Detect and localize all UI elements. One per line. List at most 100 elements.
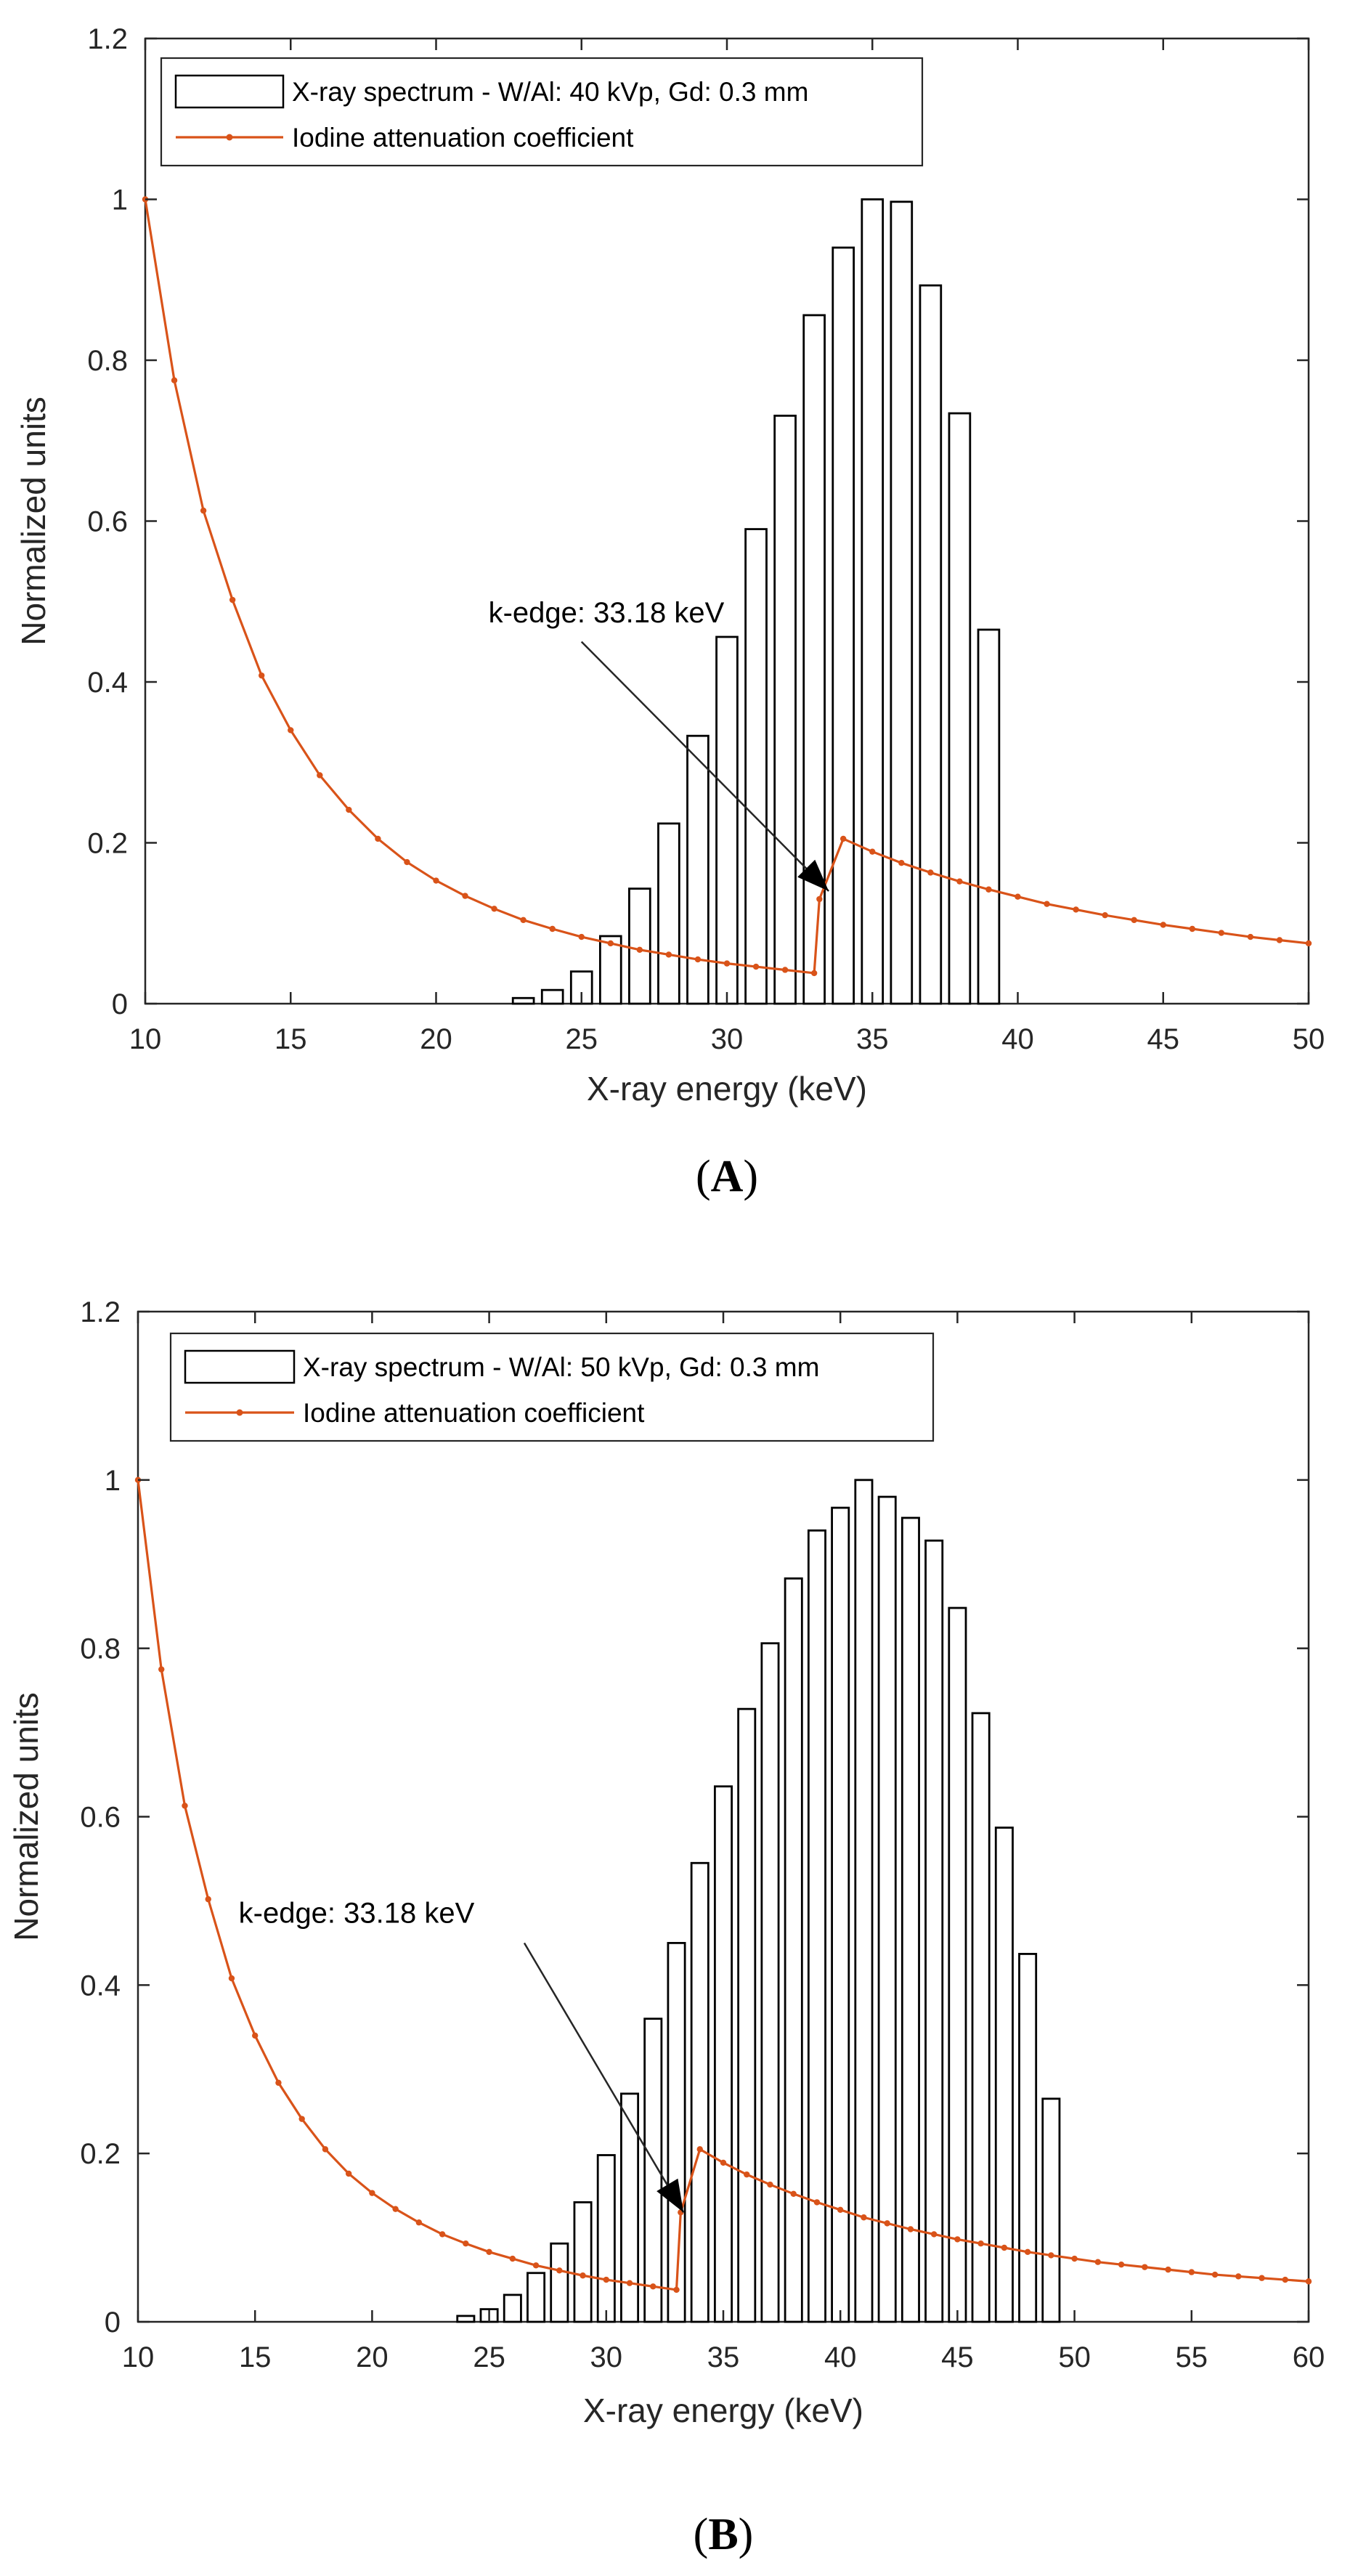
legend: X-ray spectrum - W/Al: 40 kVp, Gd: 0.3 m… xyxy=(160,57,924,167)
spectrum-bar xyxy=(690,1861,710,2323)
x-tick-label: 15 xyxy=(275,1023,307,1055)
x-tick-label: 30 xyxy=(711,1023,744,1055)
attenuation-point xyxy=(607,940,614,947)
x-tick-label: 50 xyxy=(1058,2341,1091,2373)
attenuation-point xyxy=(810,970,818,977)
attenuation-line xyxy=(144,199,1309,975)
attenuation-point xyxy=(1118,2261,1125,2268)
spectrum-bar xyxy=(977,628,1001,1005)
x-tick-label: 55 xyxy=(1176,2341,1208,2373)
attenuation-point xyxy=(1073,906,1079,913)
attenuation-point xyxy=(954,2236,961,2243)
attenuation-point xyxy=(898,859,905,866)
attenuation-point xyxy=(1001,2244,1008,2251)
legend-label-spectrum: X-ray spectrum - W/Al: 50 kVp, Gd: 0.3 m… xyxy=(303,1352,819,1382)
attenuation-point xyxy=(884,2220,890,2227)
attenuation-point xyxy=(869,848,876,855)
spectrum-bar xyxy=(802,314,826,1005)
legend: X-ray spectrum - W/Al: 50 kVp, Gd: 0.3 m… xyxy=(169,1332,935,1442)
attenuation-point xyxy=(392,2206,399,2212)
attenuation-point xyxy=(781,967,789,973)
spectrum-bar xyxy=(1041,2097,1061,2323)
spectrum-bar xyxy=(971,1712,991,2323)
k-edge-arrow-head xyxy=(656,2178,684,2213)
legend-swatch-bar xyxy=(184,1349,296,1384)
x-tick-label: 40 xyxy=(1001,1023,1034,1055)
attenuation-point xyxy=(1165,2266,1171,2273)
attenuation-point xyxy=(1131,917,1137,924)
y-tick-label: 0.2 xyxy=(87,828,128,860)
x-tick-label: 50 xyxy=(1293,1023,1325,1055)
x-tick-label: 10 xyxy=(122,2341,155,2373)
y-axis-label: Normalized units xyxy=(7,1692,45,1941)
panel-label: (B) xyxy=(694,2510,754,2559)
attenuation-point xyxy=(1160,922,1166,928)
spectrum-bar xyxy=(657,822,680,1005)
y-tick-label: 1 xyxy=(105,1465,121,1497)
attenuation-point xyxy=(275,2079,282,2086)
attenuation-point xyxy=(171,377,178,383)
attenuation-point xyxy=(462,893,468,899)
attenuation-point xyxy=(752,963,760,970)
x-tick-label: 30 xyxy=(590,2341,623,2373)
spectrum-bar xyxy=(628,887,651,1005)
y-tick-label: 0 xyxy=(105,2307,121,2339)
x-tick-label: 15 xyxy=(239,2341,272,2373)
spectrum-bar xyxy=(854,1479,874,2323)
spectrum-bar xyxy=(573,2201,593,2323)
panel-letter: B xyxy=(708,2510,738,2559)
attenuation-point xyxy=(520,917,526,924)
x-tick-label: 35 xyxy=(856,1023,889,1055)
x-tick-label: 45 xyxy=(941,2341,974,2373)
attenuation-point xyxy=(837,2206,844,2214)
chart-a: 10 15 20 25 30 35 40 45 50 0 0.2 0.4 0.6 0.8 1 1.2 X-ray… xyxy=(15,23,1325,1201)
attenuation-point xyxy=(322,2146,329,2153)
spectrum-bar xyxy=(598,935,622,1005)
attenuation-point xyxy=(1015,893,1021,900)
k-edge-arrow-shaft xyxy=(580,641,830,892)
attenuation-point xyxy=(1102,911,1108,919)
attenuation-point xyxy=(369,2190,375,2196)
attenuation-point xyxy=(665,951,672,958)
spectrum-bar xyxy=(784,1577,803,2323)
attenuation-point xyxy=(650,2283,656,2290)
spectrum-bar xyxy=(948,412,972,1005)
attenuation-point xyxy=(298,2116,305,2122)
legend-swatch-marker xyxy=(226,134,233,141)
attenuation-point xyxy=(930,2231,938,2238)
x-tick-label: 40 xyxy=(824,2341,857,2373)
attenuation-point xyxy=(1189,925,1196,933)
panel-label: (A) xyxy=(696,1152,758,1201)
attenuation-point xyxy=(1094,2259,1102,2265)
legend-box xyxy=(169,1332,935,1442)
attenuation-point xyxy=(1218,930,1225,936)
attenuation-point xyxy=(985,886,992,893)
x-tick-label: 20 xyxy=(356,2341,389,2373)
legend-label-spectrum: X-ray spectrum - W/Al: 40 kVp, Gd: 0.3 m… xyxy=(292,77,808,107)
attenuation-point xyxy=(1247,933,1254,940)
attenuation-point xyxy=(696,2146,703,2153)
spectrum-bar xyxy=(832,246,855,1005)
attenuation-point xyxy=(956,878,963,885)
attenuation-point xyxy=(1305,940,1312,947)
attenuation-point xyxy=(1235,2273,1242,2280)
spectrum-bar xyxy=(994,1827,1014,2323)
spectrum-bar xyxy=(861,198,885,1005)
x-axis-label: X-ray energy (keV) xyxy=(583,2392,863,2429)
spectrum-bar xyxy=(807,1529,826,2323)
attenuation-point xyxy=(182,1803,188,1809)
x-tick-label: 25 xyxy=(566,1023,598,1055)
attenuation-point xyxy=(1024,2248,1031,2255)
y-tick-label: 0 xyxy=(112,988,128,1020)
attenuation-point xyxy=(486,2248,492,2255)
k-edge-annotation: k-edge: 33.18 keV xyxy=(489,597,725,629)
attenuation-point xyxy=(205,1896,211,1903)
attenuation-point xyxy=(720,2159,727,2166)
spectrum-bar xyxy=(919,284,943,1005)
attenuation-point xyxy=(1276,937,1283,943)
attenuation-point xyxy=(1282,2276,1288,2283)
attenuation-point xyxy=(532,2262,540,2269)
attenuation-point xyxy=(580,2272,586,2279)
attenuation-point xyxy=(549,925,556,933)
attenuation-point xyxy=(1044,901,1050,907)
